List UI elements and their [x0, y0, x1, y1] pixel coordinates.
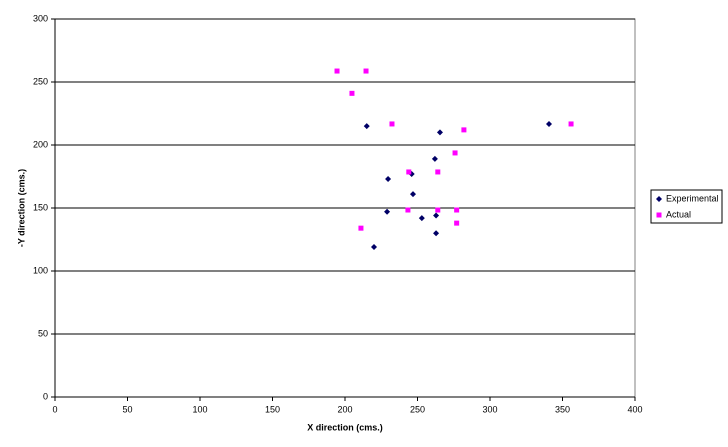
- x-tick-label: 50: [122, 404, 132, 414]
- point: [452, 150, 458, 156]
- x-tick-label: 300: [482, 404, 497, 414]
- point: [410, 191, 417, 198]
- point: [454, 207, 460, 213]
- legend-box: [650, 189, 723, 224]
- point: [405, 207, 411, 213]
- point: [433, 230, 440, 237]
- point: [334, 68, 340, 74]
- point: [418, 215, 425, 222]
- y-axis-title: -Y direction (cms.): [16, 169, 26, 247]
- point: [454, 220, 460, 226]
- y-tick-label: 250: [33, 76, 48, 86]
- point: [349, 90, 355, 96]
- legend-label: Actual: [666, 209, 691, 219]
- point: [385, 176, 392, 183]
- x-tick-label: 0: [52, 404, 57, 414]
- x-tick-label: 400: [627, 404, 642, 414]
- x-tick-label: 350: [555, 404, 570, 414]
- point: [384, 208, 391, 215]
- point: [358, 225, 364, 231]
- point: [435, 207, 441, 213]
- point: [461, 127, 467, 133]
- point: [363, 123, 370, 130]
- point: [406, 169, 412, 175]
- point: [371, 244, 377, 251]
- y-tick-label: 50: [38, 328, 48, 338]
- legend-marker: [656, 212, 662, 218]
- y-tick-label: 150: [33, 202, 48, 212]
- x-tick-label: 250: [410, 404, 425, 414]
- x-tick-label: 150: [265, 404, 280, 414]
- y-tick-label: 0: [43, 391, 48, 401]
- legend-label: Experimental: [666, 193, 719, 203]
- point: [568, 121, 574, 127]
- x-axis-title: X direction (cms.): [307, 422, 383, 432]
- point: [436, 129, 443, 136]
- point: [435, 169, 441, 175]
- y-tick-label: 200: [33, 139, 48, 149]
- x-tick-label: 200: [337, 404, 352, 414]
- point: [546, 120, 553, 127]
- point: [363, 68, 369, 74]
- legend-marker: [656, 196, 662, 202]
- point: [431, 155, 438, 162]
- point: [389, 121, 395, 127]
- y-tick-label: 100: [33, 265, 48, 275]
- y-tick-label: 300: [33, 13, 48, 23]
- x-tick-label: 100: [192, 404, 207, 414]
- point: [433, 212, 440, 219]
